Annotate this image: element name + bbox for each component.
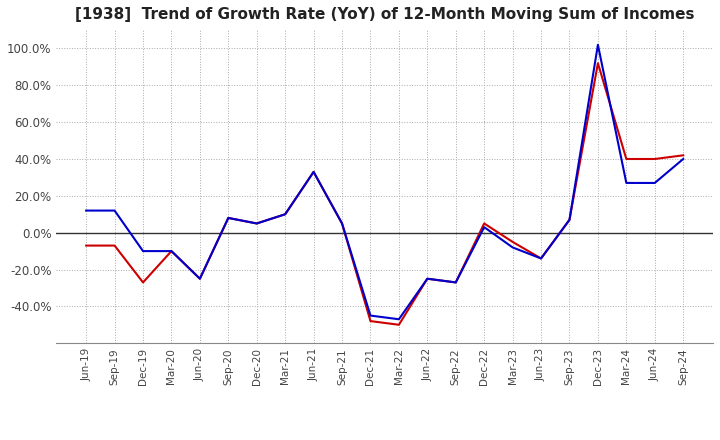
- Line: Net Income Growth Rate: Net Income Growth Rate: [86, 63, 683, 325]
- Net Income Growth Rate: [281, 212, 289, 217]
- Ordinary Income Growth Rate: [622, 180, 631, 186]
- Ordinary Income Growth Rate: [110, 208, 119, 213]
- Net Income Growth Rate: [139, 280, 148, 285]
- Ordinary Income Growth Rate: [593, 42, 602, 48]
- Ordinary Income Growth Rate: [395, 317, 403, 322]
- Line: Ordinary Income Growth Rate: Ordinary Income Growth Rate: [86, 45, 683, 319]
- Net Income Growth Rate: [622, 156, 631, 161]
- Net Income Growth Rate: [679, 153, 688, 158]
- Ordinary Income Growth Rate: [338, 221, 346, 226]
- Ordinary Income Growth Rate: [536, 256, 545, 261]
- Ordinary Income Growth Rate: [167, 249, 176, 254]
- Net Income Growth Rate: [395, 322, 403, 327]
- Ordinary Income Growth Rate: [196, 276, 204, 281]
- Net Income Growth Rate: [650, 156, 659, 161]
- Ordinary Income Growth Rate: [679, 156, 688, 161]
- Net Income Growth Rate: [253, 221, 261, 226]
- Net Income Growth Rate: [167, 249, 176, 254]
- Net Income Growth Rate: [110, 243, 119, 248]
- Ordinary Income Growth Rate: [366, 313, 375, 318]
- Ordinary Income Growth Rate: [480, 224, 488, 230]
- Net Income Growth Rate: [82, 243, 91, 248]
- Net Income Growth Rate: [310, 169, 318, 175]
- Net Income Growth Rate: [508, 239, 517, 245]
- Net Income Growth Rate: [196, 276, 204, 281]
- Ordinary Income Growth Rate: [508, 245, 517, 250]
- Net Income Growth Rate: [480, 221, 488, 226]
- Net Income Growth Rate: [565, 217, 574, 223]
- Title: [1938]  Trend of Growth Rate (YoY) of 12-Month Moving Sum of Incomes: [1938] Trend of Growth Rate (YoY) of 12-…: [75, 7, 694, 22]
- Net Income Growth Rate: [366, 319, 375, 324]
- Net Income Growth Rate: [423, 276, 432, 281]
- Ordinary Income Growth Rate: [82, 208, 91, 213]
- Ordinary Income Growth Rate: [423, 276, 432, 281]
- Ordinary Income Growth Rate: [139, 249, 148, 254]
- Ordinary Income Growth Rate: [565, 217, 574, 223]
- Net Income Growth Rate: [593, 61, 602, 66]
- Net Income Growth Rate: [536, 256, 545, 261]
- Net Income Growth Rate: [451, 280, 460, 285]
- Net Income Growth Rate: [338, 221, 346, 226]
- Ordinary Income Growth Rate: [650, 180, 659, 186]
- Ordinary Income Growth Rate: [224, 215, 233, 220]
- Ordinary Income Growth Rate: [310, 169, 318, 175]
- Ordinary Income Growth Rate: [253, 221, 261, 226]
- Ordinary Income Growth Rate: [281, 212, 289, 217]
- Ordinary Income Growth Rate: [451, 280, 460, 285]
- Net Income Growth Rate: [224, 215, 233, 220]
